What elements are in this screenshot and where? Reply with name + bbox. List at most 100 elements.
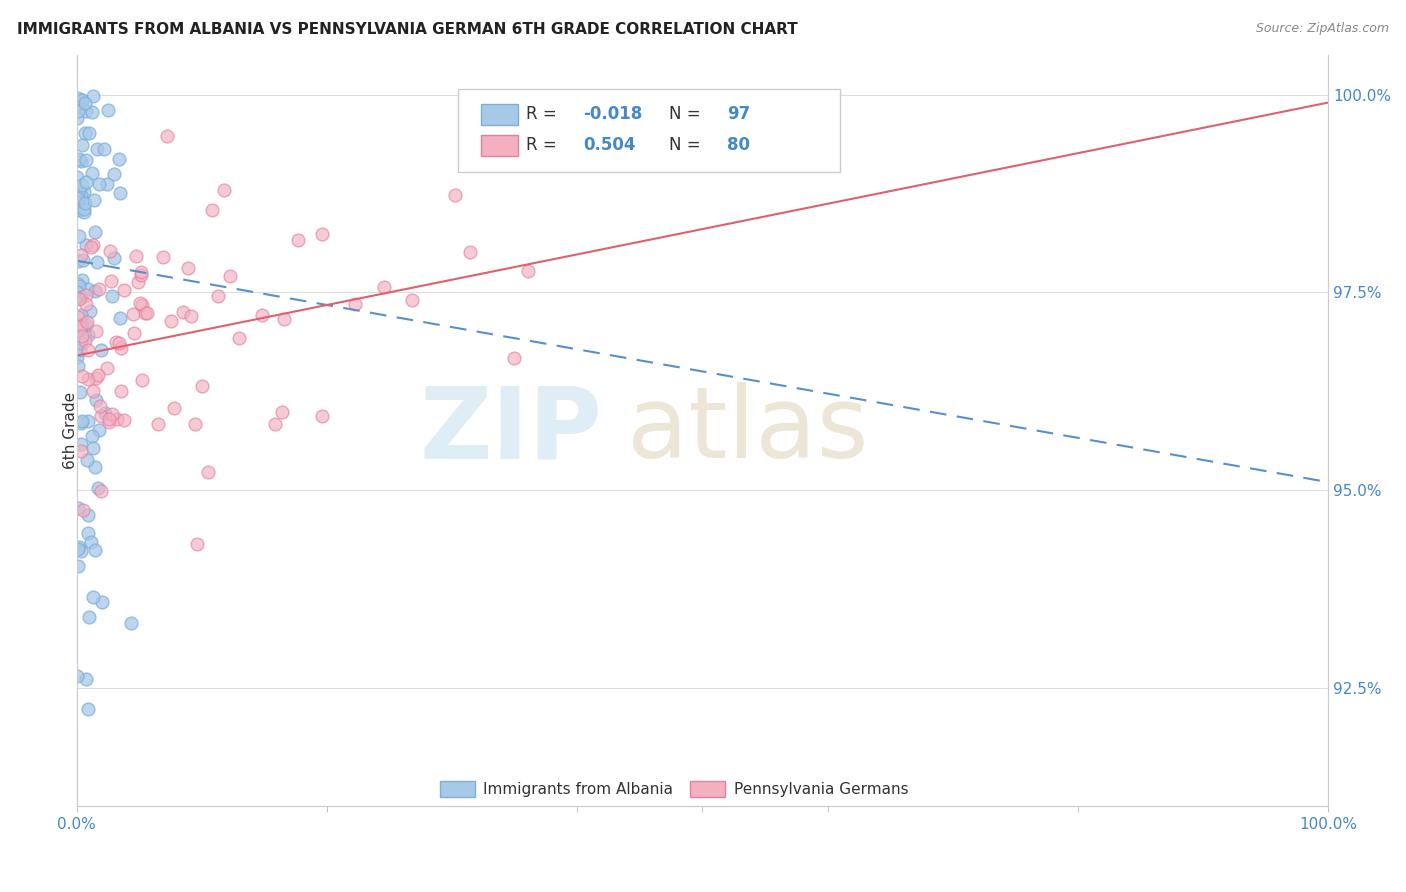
Point: [96, 178, 118, 192]
Point: [70, 248, 93, 262]
Point: [156, 128, 179, 143]
Point: [84, 324, 107, 338]
Point: [110, 186, 132, 200]
Point: [66, 91, 89, 105]
Point: [70, 544, 93, 558]
Point: [67, 278, 90, 293]
Point: [105, 411, 128, 425]
Point: [69, 319, 91, 334]
Bar: [690, 780, 725, 797]
Point: [72, 185, 94, 199]
Point: [114, 413, 136, 427]
Text: atlas: atlas: [627, 382, 869, 479]
Point: [219, 269, 242, 284]
Point: [86, 481, 108, 495]
Point: [66, 111, 89, 125]
Point: [82, 238, 104, 252]
Point: [503, 351, 526, 365]
Point: [107, 153, 129, 167]
Point: [67, 359, 90, 373]
Point: [287, 233, 309, 247]
Point: [107, 336, 129, 351]
Text: -0.018: -0.018: [583, 105, 643, 123]
Point: [80, 429, 103, 443]
Point: [87, 368, 110, 383]
Point: [311, 409, 333, 424]
Point: [67, 152, 90, 166]
Point: [82, 441, 104, 455]
Text: IMMIGRANTS FROM ALBANIA VS PENNSYLVANIA GERMAN 6TH GRADE CORRELATION CHART: IMMIGRANTS FROM ALBANIA VS PENNSYLVANIA …: [17, 22, 797, 37]
Point: [82, 88, 104, 103]
Point: [90, 595, 112, 609]
Point: [87, 423, 110, 437]
Point: [70, 319, 93, 334]
Point: [69, 343, 91, 358]
Point: [75, 238, 97, 252]
Point: [273, 311, 295, 326]
Point: [101, 408, 124, 422]
Point: [90, 409, 112, 423]
Point: [93, 142, 115, 156]
Point: [75, 126, 97, 140]
Point: [77, 328, 100, 343]
Point: [66, 186, 89, 201]
Point: [72, 138, 94, 153]
Point: [67, 558, 90, 573]
Point: [75, 288, 97, 302]
Point: [197, 465, 219, 479]
Point: [120, 615, 142, 630]
Point: [184, 417, 207, 432]
Point: [373, 280, 395, 294]
Point: [75, 103, 97, 118]
Point: [343, 297, 366, 311]
Point: [86, 142, 108, 156]
Point: [67, 104, 90, 119]
Point: [84, 542, 107, 557]
Point: [70, 178, 93, 193]
Text: Immigrants from Albania: Immigrants from Albania: [484, 781, 673, 797]
Point: [97, 103, 120, 117]
Y-axis label: 6th Grade: 6th Grade: [63, 392, 79, 469]
Point: [70, 437, 93, 451]
Point: [70, 154, 93, 169]
Point: [98, 244, 121, 259]
Point: [159, 314, 181, 328]
Point: [77, 702, 100, 716]
Point: [77, 414, 100, 428]
Point: [70, 369, 93, 384]
Point: [77, 508, 100, 523]
Point: [131, 298, 153, 312]
Point: [66, 191, 89, 205]
Point: [84, 460, 107, 475]
Point: [100, 289, 122, 303]
Point: [93, 406, 115, 420]
Point: [77, 610, 100, 624]
Point: [73, 202, 96, 217]
Point: [110, 384, 132, 398]
Point: [76, 452, 98, 467]
Point: [67, 183, 90, 197]
Point: [70, 414, 93, 428]
Point: [67, 192, 90, 206]
Point: [67, 97, 90, 112]
Point: [67, 541, 90, 555]
Point: [127, 275, 149, 289]
Point: [191, 379, 214, 393]
Bar: [440, 780, 475, 797]
Point: [136, 306, 159, 320]
Point: [82, 590, 104, 604]
Point: [75, 175, 97, 189]
Point: [84, 392, 107, 407]
Point: [70, 94, 93, 108]
Point: [207, 289, 229, 303]
Point: [100, 274, 122, 288]
Point: [77, 126, 100, 140]
Point: [148, 417, 170, 431]
Point: [72, 502, 94, 516]
Point: [98, 415, 121, 429]
Point: [76, 372, 98, 386]
Point: [458, 244, 481, 259]
Point: [250, 309, 273, 323]
Point: [311, 227, 333, 241]
Text: 97: 97: [727, 105, 751, 123]
